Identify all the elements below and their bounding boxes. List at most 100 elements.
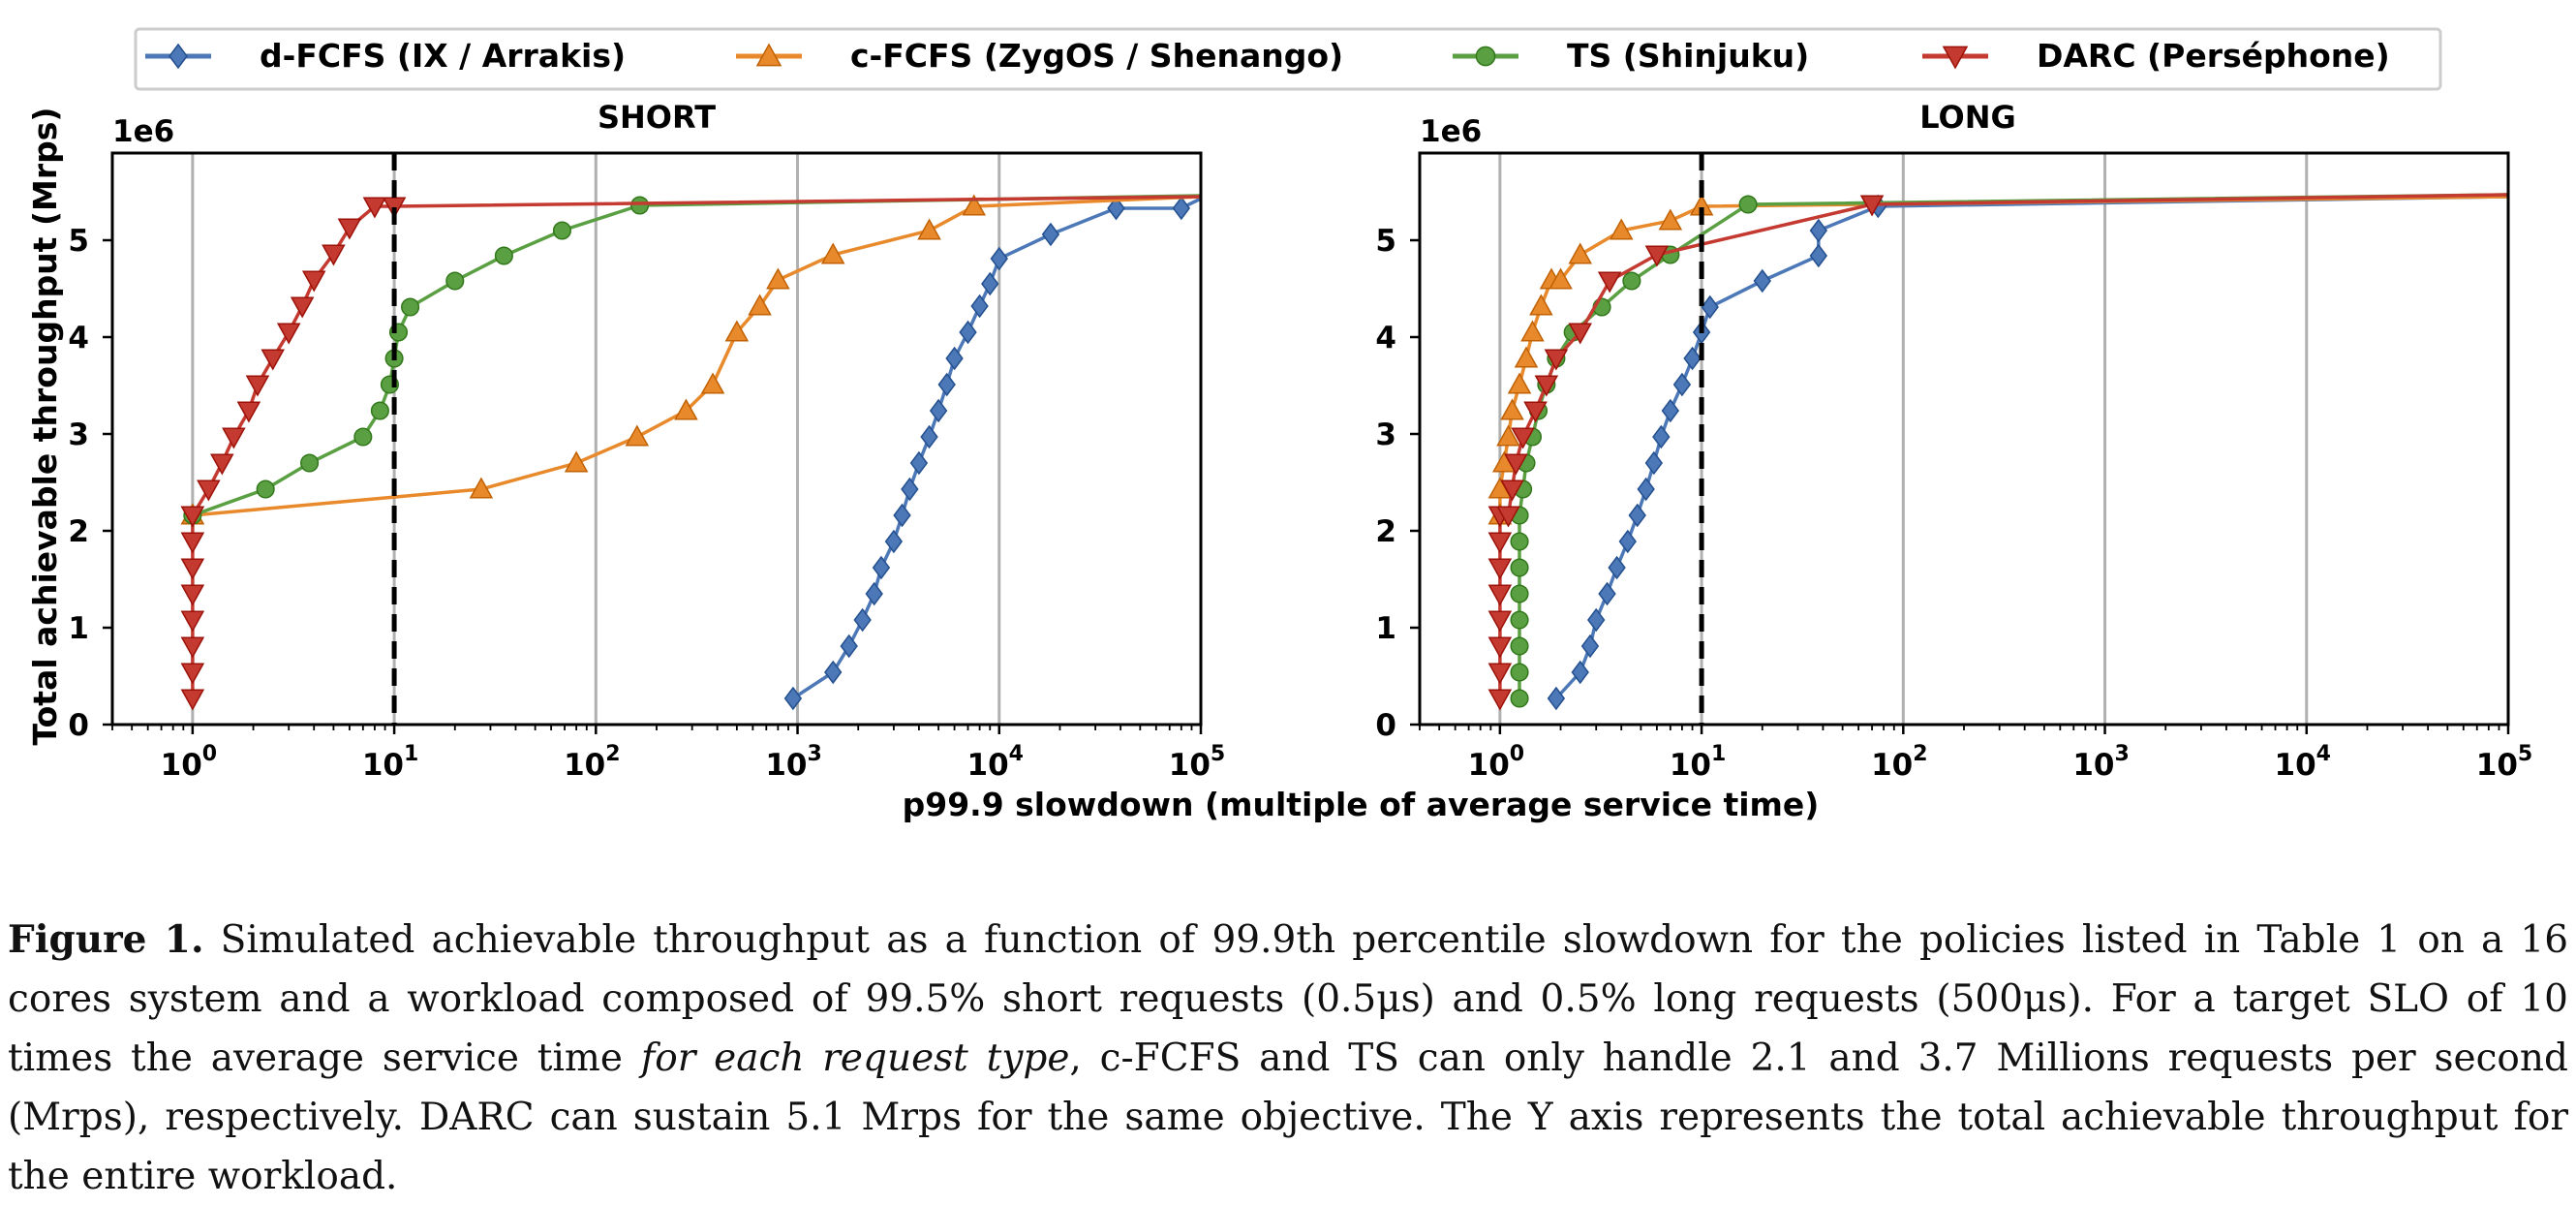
series-triangle-up bbox=[1487, 194, 2509, 525]
data-point bbox=[1534, 375, 1559, 397]
data-point bbox=[990, 246, 1008, 271]
data-point bbox=[937, 372, 956, 397]
data-point bbox=[1608, 555, 1626, 580]
x-tick-base: 10 bbox=[765, 748, 807, 783]
x-tick-base: 10 bbox=[1169, 748, 1211, 783]
data-point bbox=[337, 218, 362, 240]
x-tick-exp: 2 bbox=[1913, 742, 1927, 766]
y-tick-label: 4 bbox=[1375, 321, 1396, 356]
data-point bbox=[210, 453, 234, 476]
data-point bbox=[1504, 453, 1528, 476]
y-axis-label: Total achievable throughput (Mrps) bbox=[26, 108, 64, 746]
x-tick-base: 10 bbox=[1670, 748, 1711, 783]
x-tick-base: 10 bbox=[2275, 748, 2316, 783]
data-point bbox=[1510, 636, 1529, 656]
x-tick-label: 104 bbox=[2275, 742, 2331, 783]
data-point bbox=[1661, 398, 1680, 423]
data-point bbox=[700, 372, 725, 394]
data-point bbox=[1510, 610, 1529, 630]
x-tick-exp: 0 bbox=[1510, 742, 1524, 766]
data-point bbox=[901, 477, 919, 502]
series-line bbox=[1498, 193, 2509, 698]
data-point bbox=[1809, 243, 1828, 268]
data-point bbox=[322, 244, 346, 266]
series-triangle-down bbox=[1487, 193, 2509, 711]
data-point bbox=[674, 398, 698, 420]
data-point bbox=[1487, 532, 1513, 554]
data-point bbox=[1568, 242, 1592, 264]
x-tick-label: 103 bbox=[2072, 742, 2129, 783]
caption-italic: for each request type bbox=[640, 1036, 1070, 1080]
figure: d-FCFS (IX / Arrakis) c-FCFS (ZygOS / She… bbox=[26, 27, 2532, 823]
legend-item: d-FCFS (IX / Arrakis) bbox=[145, 37, 626, 75]
data-point bbox=[236, 401, 261, 423]
data-point bbox=[180, 663, 205, 685]
data-point bbox=[1683, 346, 1702, 371]
x-tick-base: 10 bbox=[2072, 748, 2114, 783]
data-point bbox=[1487, 558, 1513, 580]
x-axis-label: p99.9 slowdown (multiple of average serv… bbox=[903, 786, 1820, 823]
legend: d-FCFS (IX / Arrakis) c-FCFS (ZygOS / She… bbox=[134, 27, 2442, 91]
x-tick-label: 101 bbox=[1670, 742, 1726, 783]
data-point bbox=[865, 581, 883, 606]
data-point bbox=[469, 477, 494, 499]
data-point bbox=[1514, 346, 1539, 368]
x-tick-base: 10 bbox=[161, 748, 202, 783]
data-point bbox=[970, 294, 989, 319]
x-tick-exp: 3 bbox=[807, 742, 821, 766]
data-point bbox=[1511, 427, 1535, 449]
figure-caption: Figure 1. Simulated achievable throughpu… bbox=[8, 911, 2568, 1206]
data-point bbox=[1523, 401, 1548, 423]
data-point bbox=[180, 689, 205, 711]
data-point bbox=[1487, 610, 1513, 633]
series-line bbox=[791, 197, 1202, 700]
data-point bbox=[362, 197, 387, 219]
series-diamond bbox=[783, 196, 1202, 711]
data-point bbox=[1738, 195, 1758, 214]
y-tick-label: 1 bbox=[68, 611, 89, 646]
data-point bbox=[197, 479, 221, 502]
y-tick-label: 3 bbox=[68, 417, 89, 452]
series-triangle-down bbox=[180, 195, 1202, 711]
legend-marker-triangle-up-icon bbox=[755, 43, 782, 67]
data-point bbox=[1809, 218, 1828, 243]
data-point bbox=[180, 610, 205, 633]
data-point bbox=[1487, 689, 1513, 711]
chart-title-short: SHORT bbox=[598, 99, 716, 136]
series-diamond bbox=[1547, 194, 2509, 711]
data-point bbox=[300, 453, 320, 473]
legend-frame bbox=[134, 27, 2442, 91]
x-tick-label: 102 bbox=[564, 742, 620, 783]
series-line bbox=[1498, 195, 2509, 515]
x-tick-exp: 5 bbox=[2518, 742, 2532, 766]
data-point bbox=[180, 506, 205, 528]
x-tick-exp: 4 bbox=[1009, 742, 1024, 766]
x-tick-base: 10 bbox=[1468, 748, 1510, 783]
caption-text-1: Simulated achievable throughput as a fun… bbox=[8, 918, 2569, 1080]
x-tick-label: 101 bbox=[362, 742, 418, 783]
x-tick-exp: 1 bbox=[1711, 742, 1726, 766]
y-tick-label: 2 bbox=[68, 514, 89, 549]
x-tick-base: 10 bbox=[2476, 748, 2518, 783]
y-tick-label: 5 bbox=[68, 224, 89, 259]
x-tick-exp: 0 bbox=[202, 742, 217, 766]
y-tick-label: 1 bbox=[1375, 611, 1396, 646]
legend-label: DARC (Perséphone) bbox=[2037, 37, 2390, 75]
y-tick-label: 0 bbox=[1375, 708, 1396, 743]
series-line bbox=[1518, 193, 2509, 698]
data-point bbox=[301, 270, 326, 293]
y-tick-label: 0 bbox=[68, 708, 89, 743]
data-point bbox=[1598, 581, 1616, 606]
data-point bbox=[625, 424, 650, 447]
data-point bbox=[840, 634, 858, 659]
offset-text-short: 1e6 bbox=[112, 114, 174, 149]
data-point bbox=[1172, 196, 1191, 221]
x-tick-base: 10 bbox=[362, 748, 404, 783]
data-point bbox=[909, 450, 929, 476]
data-point bbox=[1500, 398, 1524, 420]
data-point bbox=[353, 427, 373, 447]
data-point bbox=[1529, 294, 1553, 316]
data-point bbox=[445, 271, 465, 291]
data-point bbox=[1487, 663, 1513, 685]
